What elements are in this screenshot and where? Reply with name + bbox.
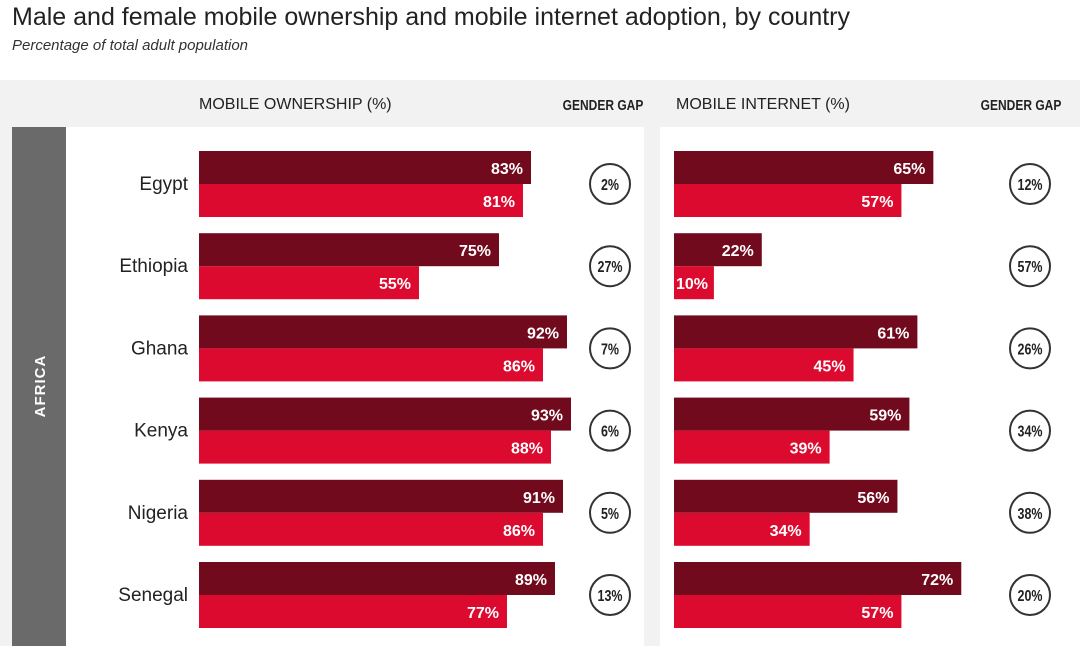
data-label: 89% bbox=[515, 572, 547, 589]
data-label: 72% bbox=[921, 572, 953, 589]
country-label: Ethiopia bbox=[119, 256, 188, 277]
bar-female-egypt bbox=[199, 184, 523, 217]
gender-gap-value: 6% bbox=[601, 423, 619, 441]
gender-gap-circle bbox=[589, 163, 631, 205]
bar-female-ethiopia bbox=[199, 266, 419, 300]
data-label: 77% bbox=[467, 605, 499, 622]
data-label: 88% bbox=[511, 441, 543, 458]
data-label: 56% bbox=[857, 490, 889, 507]
bar-female-nigeria bbox=[674, 512, 810, 546]
gender-gap-value: 7% bbox=[601, 341, 619, 359]
data-label: 59% bbox=[869, 408, 901, 425]
chart-title: Male and female mobile ownership and mob… bbox=[12, 3, 850, 31]
bar-male-kenya bbox=[199, 397, 571, 431]
bar-female-ghana bbox=[199, 348, 543, 382]
region-label: AFRICA bbox=[32, 355, 49, 418]
data-label: 22% bbox=[722, 243, 754, 260]
country-label: Kenya bbox=[134, 421, 188, 442]
panel-header: MOBILE INTERNET (%) bbox=[676, 96, 850, 113]
bar-male-kenya bbox=[674, 397, 910, 431]
data-label: 61% bbox=[877, 325, 909, 342]
data-label: 57% bbox=[861, 194, 893, 211]
gender-gap-value: 57% bbox=[1018, 259, 1043, 277]
data-label: 57% bbox=[861, 605, 893, 622]
gender-gap-value: 27% bbox=[598, 259, 623, 277]
data-label: 81% bbox=[483, 194, 515, 211]
bar-male-ethiopia bbox=[674, 233, 762, 267]
data-label: 91% bbox=[523, 490, 555, 507]
data-label: 93% bbox=[531, 408, 563, 425]
panel-header: MOBILE OWNERSHIP (%) bbox=[199, 96, 392, 113]
bar-female-egypt bbox=[674, 184, 902, 217]
country-label: Senegal bbox=[118, 585, 188, 606]
data-label: 86% bbox=[503, 358, 535, 375]
region-bar bbox=[12, 127, 66, 646]
bar-female-kenya bbox=[199, 430, 551, 464]
gender-gap-value: 5% bbox=[601, 505, 619, 523]
country-label: Nigeria bbox=[128, 503, 189, 524]
bar-male-ethiopia bbox=[199, 233, 499, 267]
gender-gap-header: GENDER GAP bbox=[563, 97, 644, 114]
bar-female-senegal bbox=[199, 595, 507, 628]
gender-gap-circle bbox=[589, 574, 631, 616]
gender-gap-circle bbox=[1009, 163, 1051, 205]
gender-gap-circle bbox=[589, 491, 631, 534]
gender-gap-circle bbox=[1009, 491, 1051, 534]
gender-gap-value: 2% bbox=[601, 177, 619, 195]
gender-gap-value: 20% bbox=[1018, 588, 1043, 606]
gender-gap-value: 38% bbox=[1018, 505, 1043, 523]
gender-gap-circle bbox=[1009, 327, 1051, 370]
data-label: 83% bbox=[491, 161, 523, 178]
bar-male-egypt bbox=[199, 151, 531, 184]
bar-male-senegal bbox=[199, 562, 555, 595]
bar-male-egypt bbox=[674, 151, 934, 184]
country-label: Ghana bbox=[131, 338, 188, 359]
bar-male-ghana bbox=[199, 315, 567, 349]
country-label: Egypt bbox=[139, 174, 188, 195]
data-label: 45% bbox=[814, 358, 846, 375]
data-label: 10% bbox=[676, 276, 708, 293]
bar-male-ghana bbox=[674, 315, 918, 349]
gender-gap-circle bbox=[589, 327, 631, 370]
data-label: 92% bbox=[527, 325, 559, 342]
bar-female-nigeria bbox=[199, 512, 543, 546]
data-label: 86% bbox=[503, 523, 535, 540]
bar-male-nigeria bbox=[674, 479, 898, 513]
data-label: 39% bbox=[790, 441, 822, 458]
data-label: 55% bbox=[379, 276, 411, 293]
bar-female-kenya bbox=[674, 430, 830, 464]
bar-female-ethiopia bbox=[674, 266, 714, 300]
gender-gap-value: 13% bbox=[598, 588, 623, 606]
gender-gap-circle bbox=[1009, 574, 1051, 616]
gender-gap-circle bbox=[589, 409, 631, 452]
gender-gap-header: GENDER GAP bbox=[981, 97, 1062, 114]
gender-gap-circle bbox=[1009, 245, 1051, 288]
gender-gap-value: 34% bbox=[1018, 423, 1043, 441]
bar-male-nigeria bbox=[199, 479, 563, 513]
gender-gap-circle bbox=[589, 245, 631, 288]
bar-male-senegal bbox=[674, 562, 962, 595]
gender-gap-circle bbox=[1009, 409, 1051, 452]
bar-female-senegal bbox=[674, 595, 902, 628]
data-label: 34% bbox=[770, 523, 802, 540]
gender-gap-value: 26% bbox=[1018, 341, 1043, 359]
data-label: 65% bbox=[893, 161, 925, 178]
bar-female-ghana bbox=[674, 348, 854, 382]
chart-subtitle: Percentage of total adult population bbox=[12, 37, 249, 54]
gender-gap-value: 12% bbox=[1018, 177, 1043, 195]
data-label: 75% bbox=[459, 243, 491, 260]
